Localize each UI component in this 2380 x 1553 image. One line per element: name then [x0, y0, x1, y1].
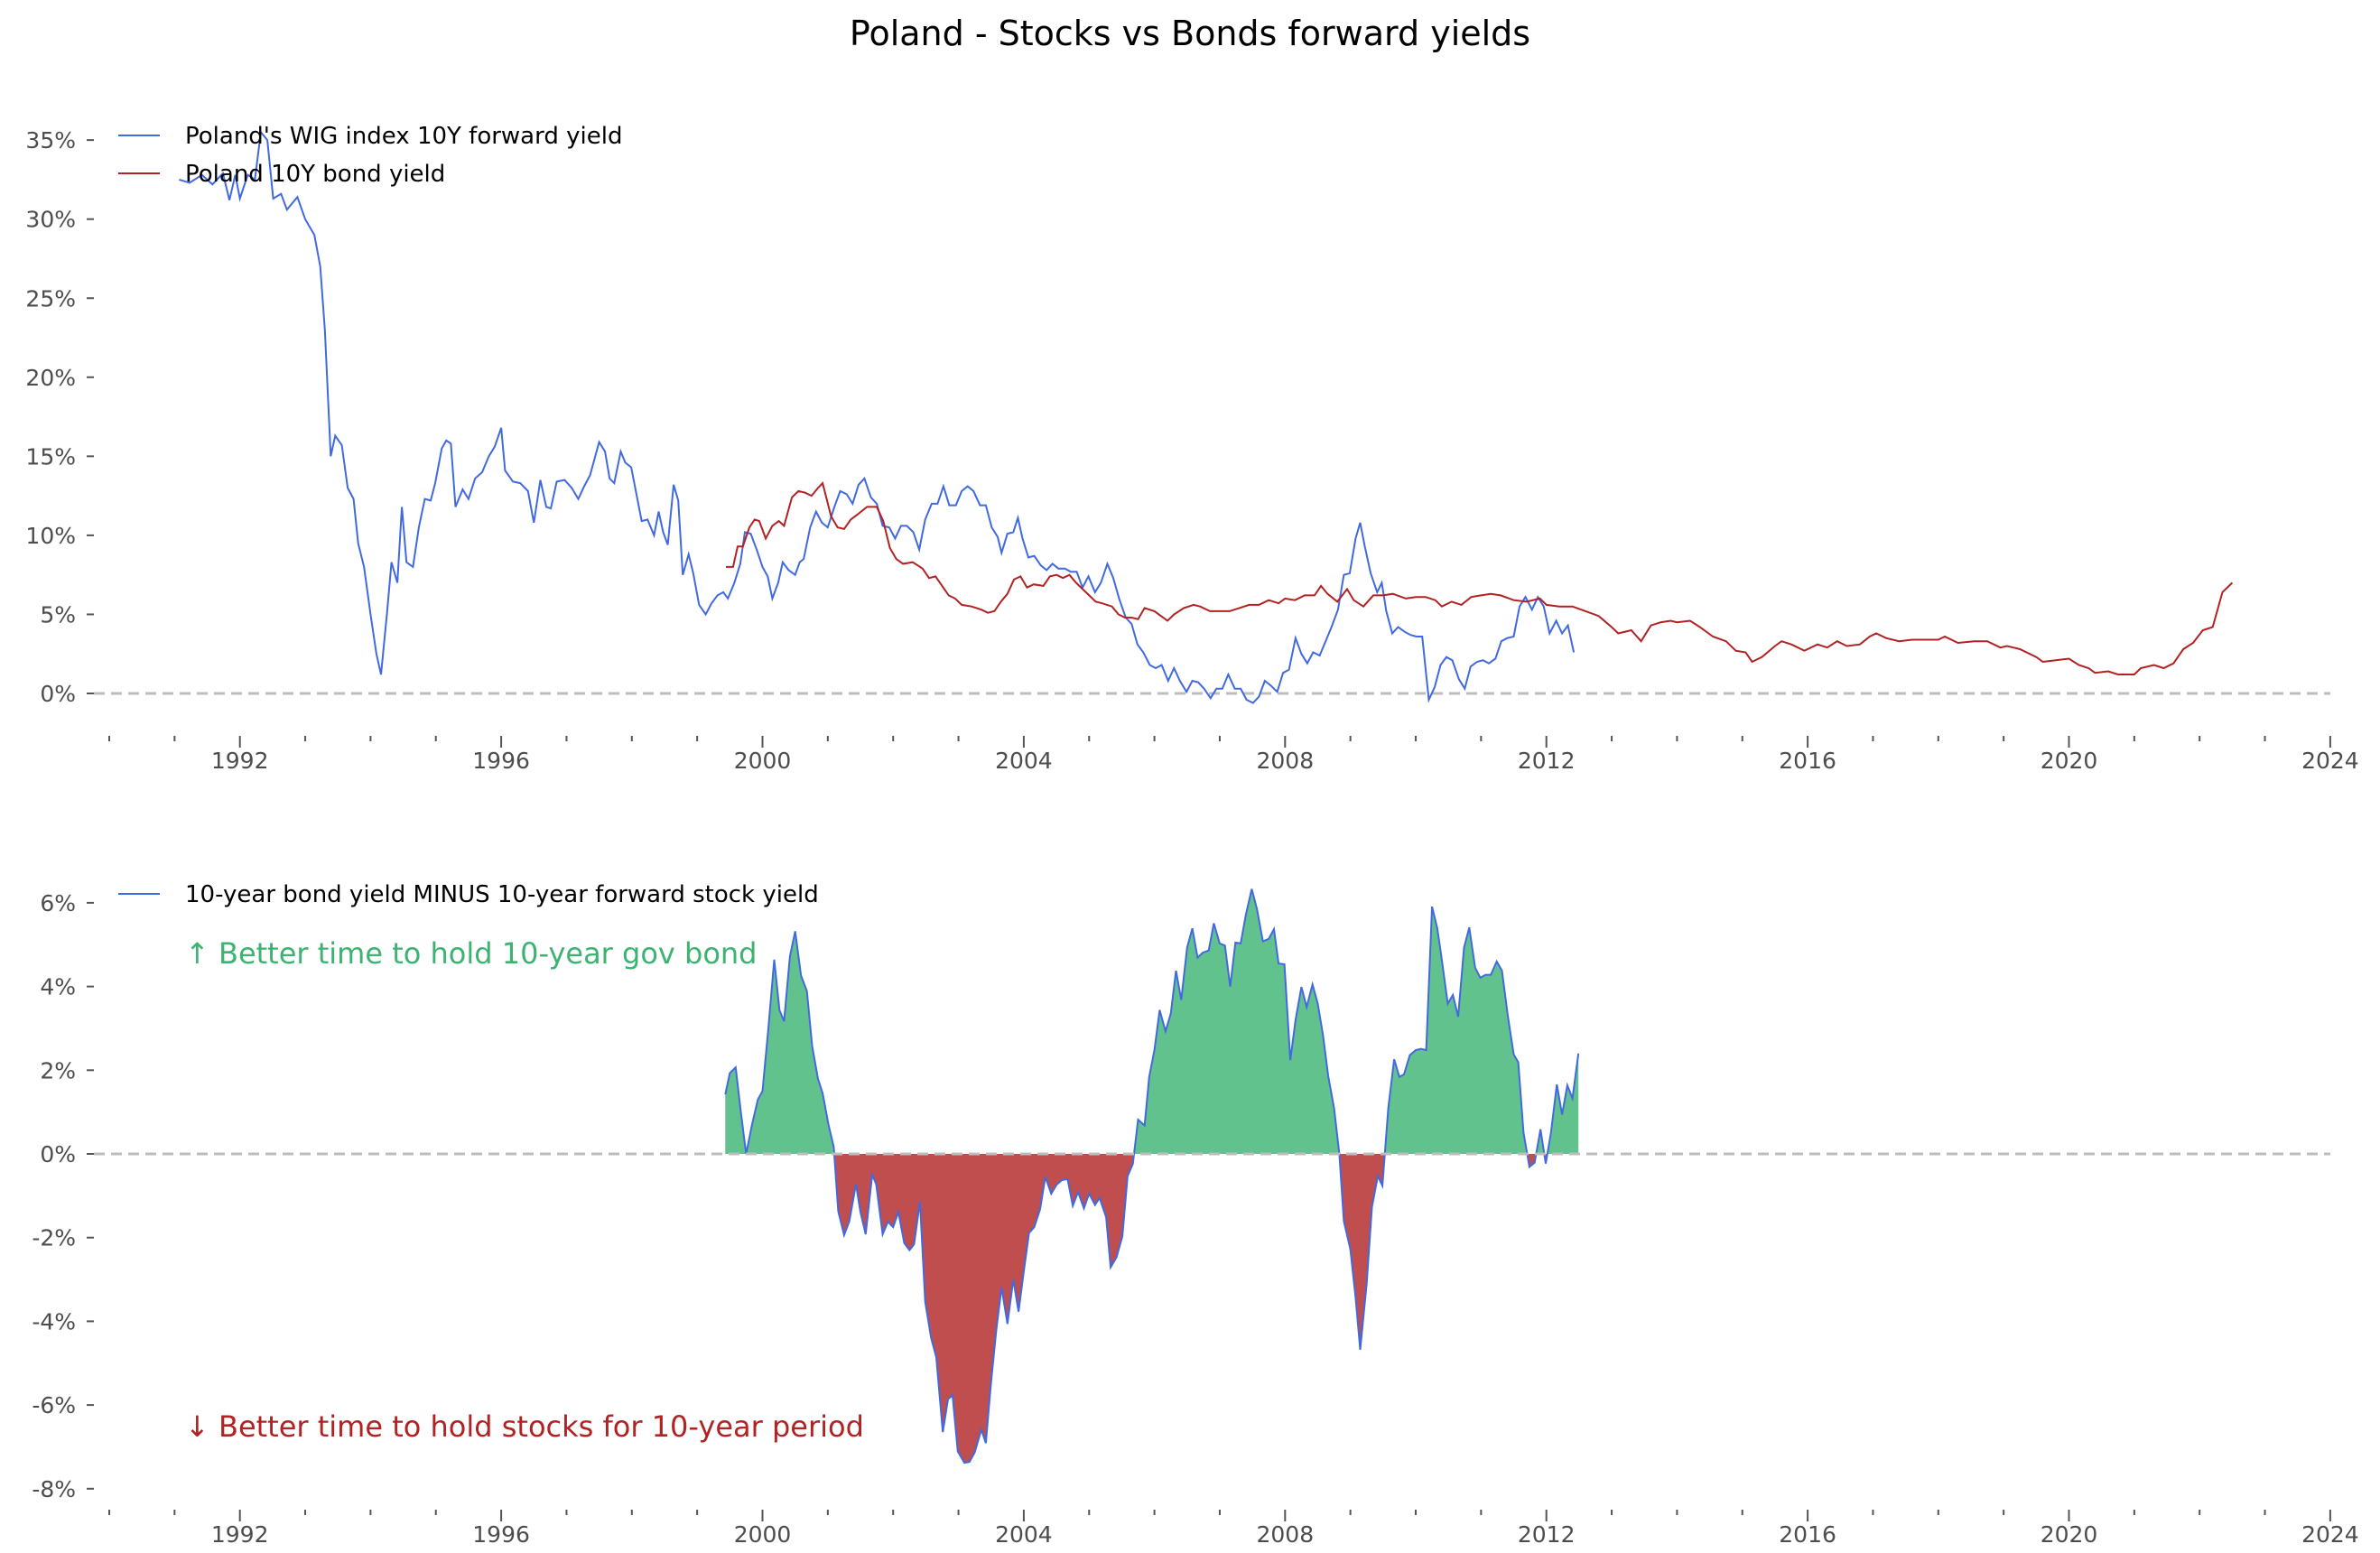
x-tick-label: 2016: [1779, 748, 1836, 774]
bottom-axes: 1992 1996 2000 2004 2008 2012 2016 2020 2024 -8% -…: [32, 890, 2358, 1548]
x-tick-label: 1992: [211, 748, 269, 774]
negative-spread-area: [725, 1154, 1579, 1464]
x-tick-label: 2012: [1518, 748, 1576, 774]
y-tick-label: 30%: [25, 207, 76, 233]
y-tick-label: 5%: [40, 601, 76, 628]
y-tick-label: 2%: [40, 1057, 76, 1083]
x-tick-label: 2000: [734, 748, 792, 774]
x-tick-label: 2000: [734, 1521, 792, 1548]
x-tick-label: 2012: [1518, 1521, 1576, 1548]
x-tick-label: 2024: [2301, 748, 2359, 774]
y-tick-label: 4%: [40, 974, 76, 1000]
y-tick-label: 6%: [40, 890, 76, 916]
legend-label-wig: Poland's WIG index 10Y forward yield: [185, 123, 622, 150]
y-tick-label: 20%: [25, 365, 76, 391]
figure-title: Poland - Stocks vs Bonds forward yields: [850, 14, 1530, 53]
y-tick-label: -8%: [32, 1476, 76, 1502]
y-tick-label: -6%: [32, 1392, 76, 1418]
legend-label-spread: 10-year bond yield MINUS 10-year forward…: [185, 881, 819, 908]
wig-forward-yield-line: [179, 129, 1576, 704]
x-tick-label: 2004: [995, 748, 1053, 774]
top-series: [179, 129, 2234, 704]
y-tick-label: -2%: [32, 1225, 76, 1251]
y-tick-label: 0%: [40, 681, 76, 707]
annotation-stocks-better: ↓ Better time to hold stocks for 10-year…: [185, 1409, 864, 1444]
x-tick-label: 2004: [995, 1521, 1053, 1548]
y-tick-label: 15%: [25, 443, 76, 470]
stocks-vs-bonds-line-chart: 1992 1996 2000 2004 2008 2012 2016 2020 2024 0% 5%…: [25, 123, 2358, 774]
top-axes: 1992 1996 2000 2004 2008 2012 2016 2020 2024 0% 5%…: [25, 127, 2358, 774]
x-tick-label: 2020: [2041, 1521, 2098, 1548]
x-tick-label: 1996: [472, 1521, 530, 1548]
positive-spread-area: [725, 888, 1579, 1154]
x-tick-label: 2008: [1256, 748, 1314, 774]
x-tick-label: 2020: [2041, 748, 2098, 774]
yield-spread-line: [724, 888, 1580, 1465]
legend-label-bond: Poland 10Y bond yield: [185, 161, 445, 188]
bottom-legend: 10-year bond yield MINUS 10-year forward…: [118, 881, 819, 908]
top-legend: Poland's WIG index 10Y forward yield Pol…: [118, 123, 622, 188]
y-tick-label: 25%: [25, 285, 76, 312]
annotation-bond-better: ↑ Better time to hold 10-year gov bond: [185, 936, 757, 971]
yield-spread-area-chart: 1992 1996 2000 2004 2008 2012 2016 2020 2024 -8% -…: [32, 881, 2358, 1548]
x-tick-label: 1992: [211, 1521, 269, 1548]
y-tick-label: 35%: [25, 127, 76, 153]
x-tick-label: 2008: [1256, 1521, 1314, 1548]
y-tick-label: 10%: [25, 523, 76, 549]
x-tick-label: 1996: [472, 748, 530, 774]
y-tick-label: -4%: [32, 1308, 76, 1334]
x-tick-label: 2024: [2301, 1521, 2359, 1548]
bottom-series: [724, 888, 1580, 1465]
x-tick-label: 2016: [1779, 1521, 1836, 1548]
y-tick-label: 0%: [40, 1141, 76, 1167]
bond-yield-line: [726, 481, 2234, 675]
